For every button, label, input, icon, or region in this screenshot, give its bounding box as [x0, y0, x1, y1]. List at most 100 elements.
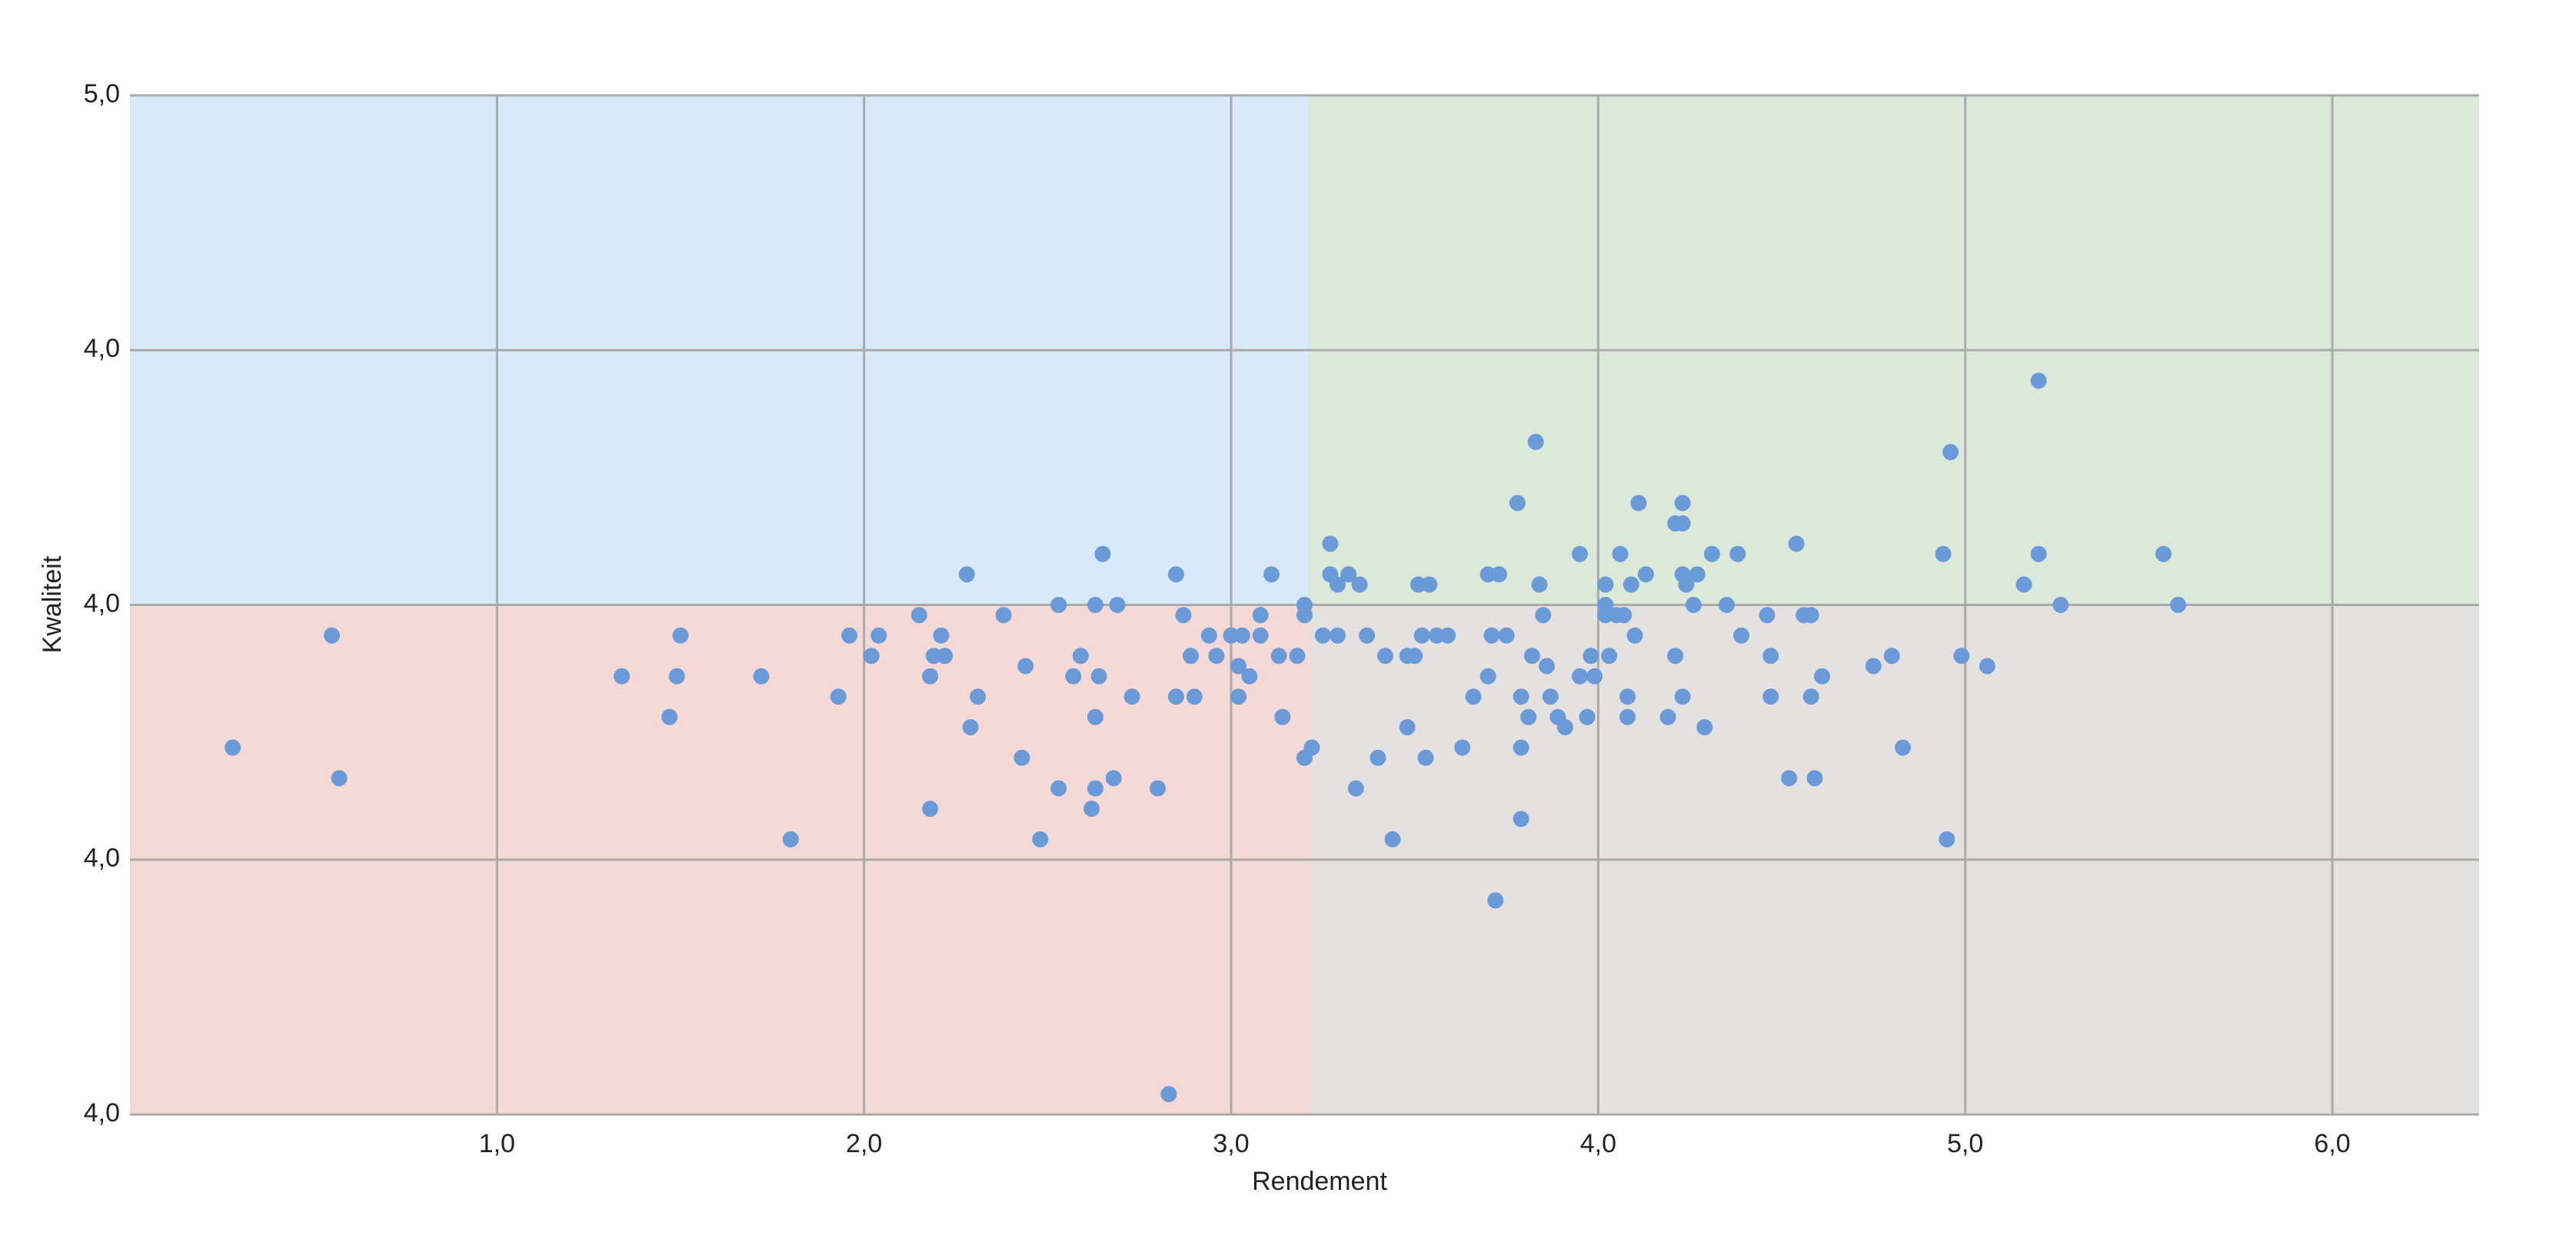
point	[1087, 780, 1103, 797]
point	[1167, 688, 1184, 705]
point	[1050, 597, 1067, 613]
point	[1667, 648, 1684, 665]
point	[1674, 515, 1691, 531]
point	[1953, 648, 1970, 665]
point	[1601, 648, 1618, 665]
point	[1241, 668, 1258, 685]
point	[1542, 688, 1559, 705]
x-tick-label: 3,0	[1213, 1129, 1249, 1158]
point	[1483, 627, 1500, 644]
point	[1465, 688, 1482, 705]
point	[1531, 576, 1548, 593]
point	[958, 566, 975, 583]
point	[1762, 688, 1779, 705]
point	[841, 627, 858, 644]
point	[1072, 648, 1089, 665]
point	[1200, 627, 1217, 644]
point	[1490, 566, 1507, 583]
point	[1340, 566, 1357, 583]
point	[1762, 648, 1779, 665]
point	[1083, 801, 1100, 817]
point	[1160, 1086, 1177, 1102]
point	[922, 801, 939, 817]
point	[1289, 648, 1306, 665]
point	[1167, 566, 1184, 583]
point	[1513, 739, 1529, 756]
point	[1802, 688, 1819, 705]
point	[1186, 688, 1203, 705]
point	[1322, 535, 1339, 552]
point	[1586, 668, 1603, 685]
point	[1296, 597, 1313, 613]
point	[1678, 576, 1695, 593]
point	[1384, 831, 1401, 848]
point	[1274, 708, 1291, 725]
point	[1583, 648, 1599, 665]
point	[1895, 739, 1912, 756]
point	[1065, 668, 1082, 685]
point	[1513, 688, 1529, 705]
point	[1090, 668, 1107, 685]
point	[1329, 627, 1346, 644]
point	[1413, 627, 1430, 644]
point	[1597, 576, 1614, 593]
point	[1498, 627, 1515, 644]
point	[1806, 770, 1823, 787]
point	[1032, 831, 1049, 848]
point	[1619, 708, 1636, 725]
point	[1729, 545, 1746, 562]
point	[1942, 444, 1959, 461]
point	[1230, 658, 1247, 675]
point	[1421, 576, 1438, 593]
point	[1523, 648, 1540, 665]
point	[1513, 811, 1529, 828]
point	[1619, 688, 1636, 705]
point	[1270, 648, 1287, 665]
point	[1527, 434, 1544, 450]
point	[324, 627, 341, 644]
point	[1347, 780, 1364, 797]
point	[1050, 780, 1067, 797]
point	[1520, 708, 1537, 725]
x-tick-label: 1,0	[479, 1129, 515, 1158]
y-tick-label: 4,0	[84, 588, 120, 618]
point	[910, 607, 927, 624]
point	[1703, 545, 1720, 562]
point	[1630, 495, 1647, 511]
point	[933, 627, 950, 644]
point	[1802, 607, 1819, 624]
point	[863, 648, 880, 665]
point	[1399, 719, 1416, 735]
point	[1252, 627, 1269, 644]
point	[1674, 688, 1691, 705]
y-tick-label: 4,0	[84, 334, 120, 363]
point	[1439, 627, 1456, 644]
point	[1696, 719, 1713, 735]
point	[1351, 576, 1368, 593]
point	[1535, 607, 1552, 624]
point	[782, 831, 799, 848]
point	[1689, 566, 1706, 583]
point	[1370, 749, 1386, 766]
point	[1208, 648, 1225, 665]
point	[1359, 627, 1376, 644]
point	[2155, 545, 2172, 562]
point	[1659, 708, 1676, 725]
point	[753, 668, 770, 685]
point	[672, 627, 689, 644]
point	[1865, 658, 1882, 675]
y-axis-title: Kwaliteit	[38, 555, 67, 653]
point	[2052, 597, 2069, 613]
point	[1759, 607, 1776, 624]
point	[1718, 597, 1735, 613]
point	[1314, 627, 1331, 644]
point	[1303, 739, 1320, 756]
point	[1417, 749, 1434, 766]
point	[1883, 648, 1900, 665]
point	[1175, 607, 1192, 624]
point	[661, 708, 678, 725]
point	[1509, 495, 1526, 511]
point	[1685, 597, 1702, 613]
point	[962, 719, 979, 735]
